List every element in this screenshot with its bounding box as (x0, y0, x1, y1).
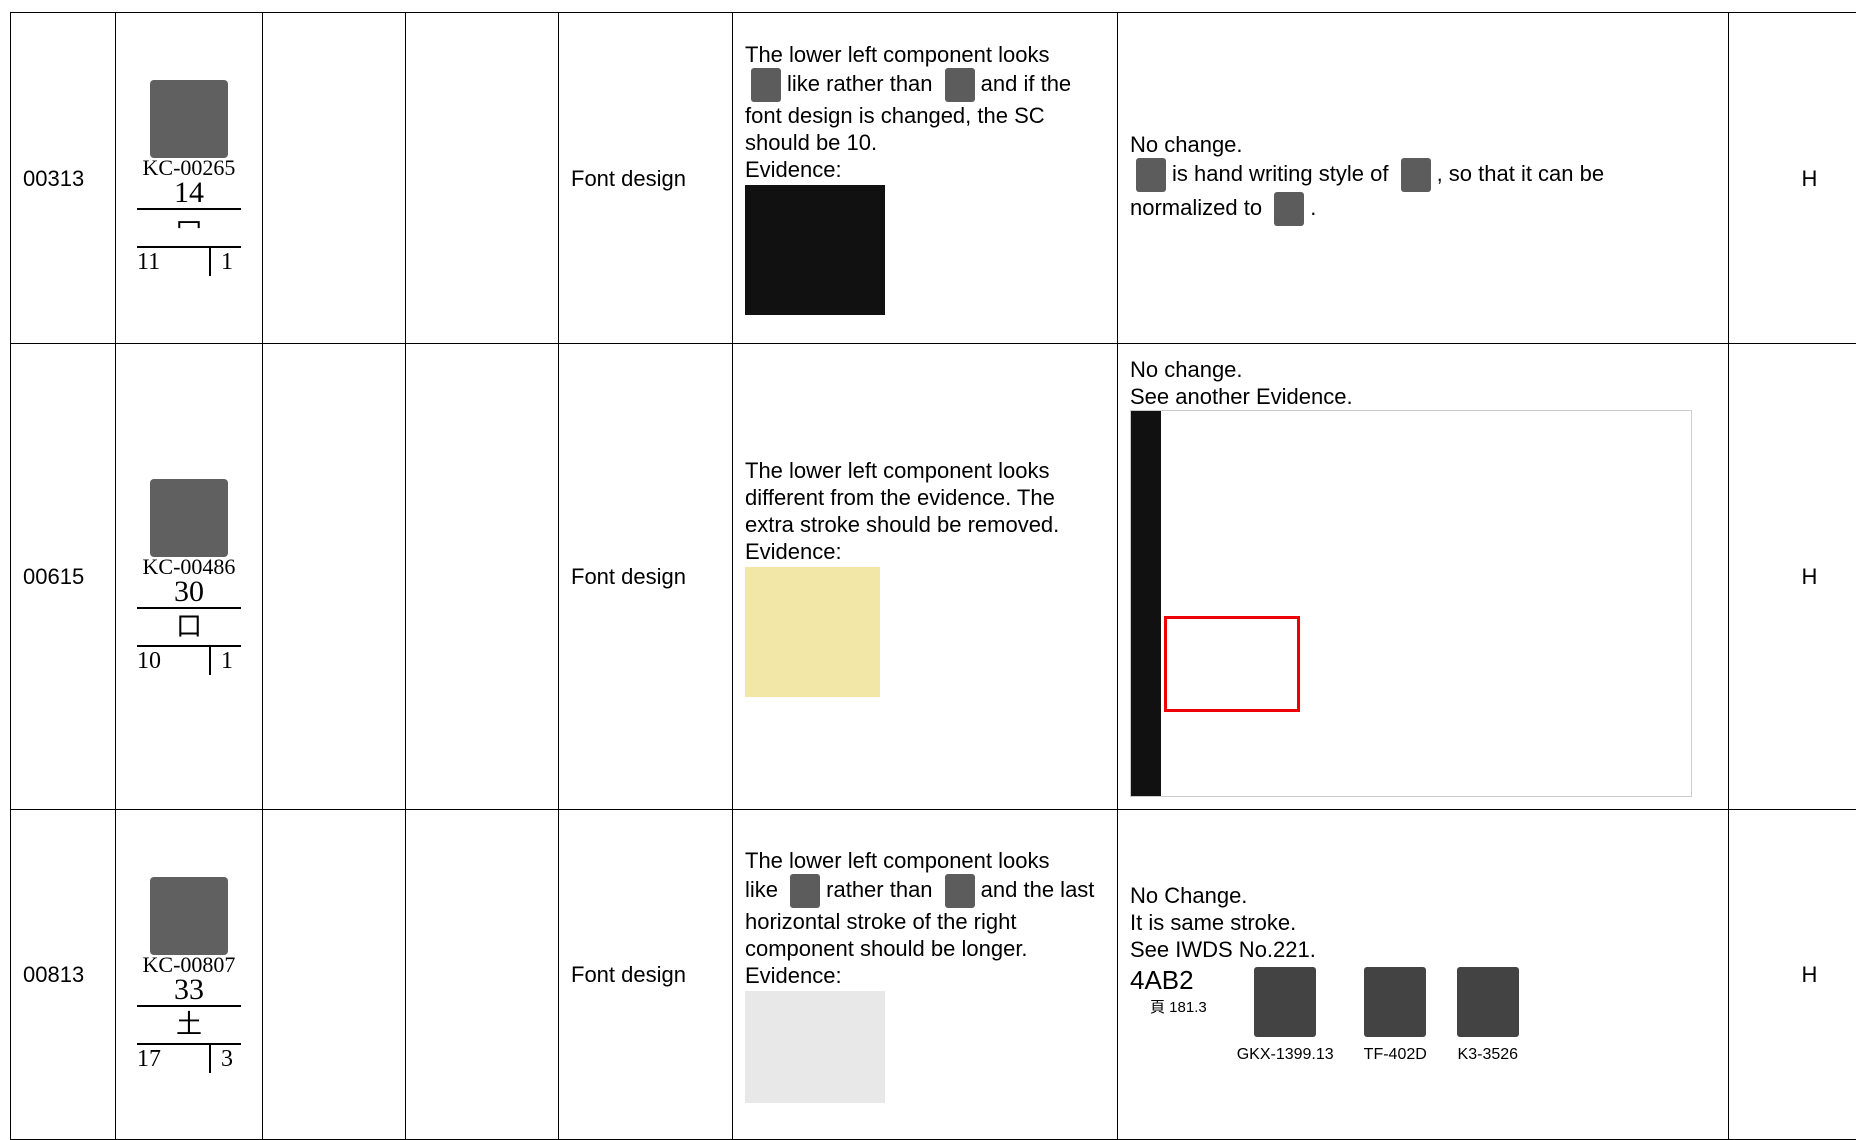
comment-text: The lower left component looks different… (745, 458, 1059, 537)
comment-text: Evidence: (745, 963, 842, 988)
comment-text: like rather than (787, 71, 933, 96)
glyph-icon (751, 68, 781, 102)
iwds-glyph: TF-402D (1364, 967, 1427, 1068)
glyph-icon (945, 874, 975, 908)
empty-cell (263, 810, 406, 1140)
glyph-source: GKX-1399.13 (1237, 1041, 1334, 1068)
glyph-icon (1274, 192, 1304, 226)
comment-text: rather than (826, 876, 932, 901)
evidence-image (745, 567, 880, 697)
stroke-count: 33 (137, 975, 241, 1007)
iwds-glyph: K3-3526 (1457, 967, 1519, 1068)
glyph-icon (1401, 158, 1431, 192)
iwds-code: 4AB2 (1130, 967, 1207, 994)
extra-strokes: 1 (209, 248, 241, 276)
glyph-image (1254, 967, 1316, 1037)
response-text: No change. (1130, 132, 1243, 157)
category: Font design (559, 13, 733, 344)
comment-text: The lower left component looks (745, 848, 1050, 873)
comment-text: The lower left component looks (745, 42, 1050, 67)
response-text: See IWDS No.221. (1130, 937, 1316, 962)
glyph-icon (1136, 158, 1166, 192)
level: H (1729, 344, 1856, 810)
extra-strokes: 3 (209, 1045, 241, 1073)
response-text: No change. (1130, 357, 1243, 382)
response-text: normalized to (1130, 194, 1262, 219)
radical: 口 (137, 609, 241, 647)
radical-info: 10 1 (137, 647, 241, 675)
glyph-icon (945, 68, 975, 102)
glyph-image (150, 80, 228, 158)
response: No change.See another Evidence. (1118, 344, 1729, 810)
comment-text: Evidence: (745, 539, 842, 564)
empty-cell (406, 810, 559, 1140)
empty-cell (406, 13, 559, 344)
glyph-image (1457, 967, 1519, 1037)
empty-cell (263, 13, 406, 344)
source-id: KC-00265 (116, 158, 262, 178)
level: H (1729, 810, 1856, 1140)
highlight-box (1164, 616, 1300, 712)
response-text: . (1310, 194, 1316, 219)
radical-info: 17 3 (137, 1045, 241, 1073)
radical-number: 17 (137, 1045, 161, 1073)
response: No Change.It is same stroke.See IWDS No.… (1118, 810, 1729, 1140)
glyph-image (150, 479, 228, 557)
glyph-image (1364, 967, 1426, 1037)
glyph-icon (790, 874, 820, 908)
glyph-source: K3-3526 (1458, 1041, 1519, 1068)
comment: The lower left component looks like rathe… (733, 810, 1118, 1140)
source-id: KC-00486 (116, 557, 262, 577)
entry-id: 00813 (11, 810, 116, 1140)
comment-text: Evidence: (745, 157, 842, 182)
iwds-glyph: GKX-1399.13 (1237, 967, 1334, 1068)
radical-number: 10 (137, 647, 161, 675)
response-text: , so that it can be (1437, 160, 1605, 185)
source-id: KC-00807 (116, 955, 262, 975)
stroke-count: 30 (137, 577, 241, 609)
comment-text: like (745, 876, 778, 901)
comment: The lower left component looks different… (733, 344, 1118, 810)
entry-id: 00615 (11, 344, 116, 810)
response-text: It is same stroke. (1130, 910, 1296, 935)
evidence-image (1130, 410, 1692, 797)
empty-cell (263, 344, 406, 810)
glyph-source: TF-402D (1364, 1041, 1427, 1068)
response-text: No Change. (1130, 883, 1247, 908)
entry-id: 00313 (11, 13, 116, 344)
response-text: See another Evidence. (1130, 384, 1353, 409)
iwds-index: 頁 181.3 (1130, 994, 1207, 1021)
extra-strokes: 1 (209, 647, 241, 675)
level: H (1729, 13, 1856, 344)
evidence-image (745, 991, 885, 1103)
radical: 冖 (137, 210, 241, 248)
radical-number: 11 (137, 248, 160, 276)
response-text: is hand writing style of (1172, 160, 1388, 185)
glyph-image (150, 877, 228, 955)
evidence-image (745, 185, 885, 315)
radical: 土 (137, 1007, 241, 1045)
category: Font design (559, 810, 733, 1140)
category: Font design (559, 344, 733, 810)
response: No change. is hand writing style of , so … (1118, 13, 1729, 344)
empty-cell (406, 344, 559, 810)
comment: The lower left component looks like rathe… (733, 13, 1118, 344)
stroke-count: 14 (137, 178, 241, 210)
